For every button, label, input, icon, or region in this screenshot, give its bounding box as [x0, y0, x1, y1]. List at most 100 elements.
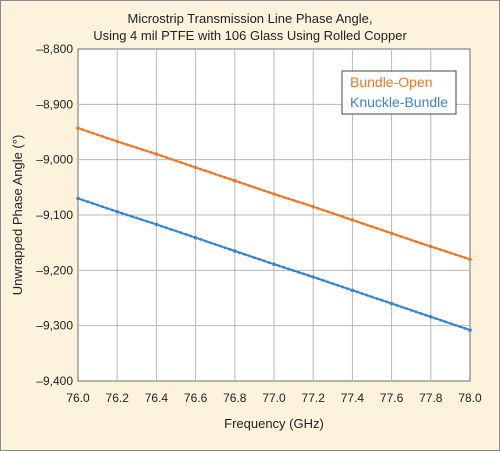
x-tick-label: 77.4: [341, 391, 365, 405]
sample-marker: [360, 221, 364, 225]
sample-marker: [164, 226, 168, 230]
sample-marker: [355, 220, 359, 224]
sample-marker: [213, 242, 217, 246]
sample-marker: [326, 210, 330, 214]
sample-marker: [184, 162, 188, 166]
x-tick-label: 76.2: [106, 391, 130, 405]
data-point: [76, 196, 80, 201]
data-point: [154, 152, 159, 156]
sample-marker: [277, 264, 281, 268]
sample-marker: [360, 292, 364, 295]
sample-marker: [453, 253, 457, 256]
sample-marker: [189, 234, 193, 238]
sample-marker: [331, 211, 335, 215]
sample-marker: [204, 169, 207, 173]
data-point: [115, 139, 119, 144]
sample-marker: [341, 215, 344, 219]
sample-marker: [449, 251, 452, 255]
sample-marker: [267, 190, 271, 194]
series-markers-bundle-open: [76, 126, 472, 262]
sample-marker: [228, 247, 232, 251]
sample-marker: [297, 270, 300, 274]
data-point: [468, 328, 472, 332]
sample-marker: [164, 156, 168, 159]
legend: Bundle-Open Knuckle-Bundle: [341, 70, 457, 115]
sample-marker: [400, 235, 403, 239]
sample-marker: [238, 181, 242, 184]
sample-marker: [370, 225, 374, 229]
sample-marker: [458, 325, 462, 329]
data-point: [311, 275, 316, 279]
legend-box: [341, 70, 457, 115]
sample-marker: [463, 256, 467, 260]
sample-marker: [282, 266, 286, 269]
sample-marker: [409, 308, 413, 312]
sample-marker: [336, 213, 340, 217]
x-axis-title: Frequency (GHz): [224, 416, 324, 431]
sample-marker: [453, 323, 457, 327]
sample-marker: [306, 203, 310, 207]
sample-marker: [292, 269, 295, 272]
sample-marker: [145, 219, 149, 223]
data-point: [350, 288, 355, 293]
sample-marker: [331, 282, 335, 285]
sample-marker: [125, 143, 129, 147]
sample-marker: [253, 256, 256, 259]
x-tick-label: 76.4: [145, 391, 169, 405]
sample-marker: [444, 320, 447, 324]
sample-marker: [81, 198, 85, 202]
sample-marker: [316, 277, 320, 280]
x-tick-label: 76.8: [223, 391, 247, 405]
sample-marker: [110, 208, 114, 212]
sample-marker: [145, 149, 149, 153]
sample-marker: [439, 248, 442, 252]
sample-marker: [321, 278, 325, 282]
sample-marker: [326, 280, 330, 284]
sample-marker: [257, 257, 261, 261]
sample-marker: [86, 130, 90, 133]
sample-marker: [218, 244, 222, 248]
sample-marker: [385, 300, 389, 304]
sample-marker: [248, 254, 251, 258]
sample-marker: [439, 318, 442, 322]
sample-marker: [262, 189, 266, 193]
y-tick-labels: –8,800 –8,900 –9,000 –9,100 –9,200 –9,300 –9,4…: [36, 42, 73, 388]
sample-marker: [385, 230, 389, 234]
sample-marker: [101, 135, 104, 138]
sample-marker: [106, 136, 109, 140]
sample-marker: [463, 327, 467, 330]
sample-marker: [395, 233, 398, 237]
sample-marker: [262, 259, 266, 263]
sample-marker: [106, 207, 109, 210]
x-tick-label: 76.0: [66, 391, 90, 405]
sample-marker: [267, 261, 271, 264]
data-point: [429, 244, 433, 249]
sample-marker: [218, 174, 222, 178]
sample-marker: [159, 154, 163, 158]
sample-marker: [86, 200, 90, 204]
x-tick-label: 77.2: [302, 391, 326, 405]
x-tick-label: 77.6: [380, 391, 404, 405]
sample-marker: [213, 172, 217, 176]
legend-item-bundle-open: Bundle-Open: [350, 74, 433, 90]
y-tick-label: –9,000: [36, 153, 73, 167]
sample-marker: [380, 298, 384, 302]
sample-marker: [169, 228, 173, 231]
series-layer: [76, 126, 472, 332]
sample-marker: [277, 194, 281, 198]
sample-marker: [135, 146, 139, 150]
sample-marker: [135, 216, 139, 220]
sample-marker: [189, 164, 193, 168]
sample-marker: [199, 167, 202, 171]
sample-marker: [302, 202, 305, 205]
sample-marker: [321, 208, 325, 212]
sample-marker: [409, 238, 413, 242]
sample-marker: [199, 237, 202, 241]
sample-marker: [404, 236, 408, 240]
sample-marker: [449, 322, 452, 325]
sample-marker: [253, 185, 256, 189]
sample-marker: [91, 131, 95, 135]
sample-marker: [223, 176, 227, 179]
y-axis-title: Unwrapped Phase Angle (°): [10, 135, 25, 296]
sample-marker: [287, 267, 291, 271]
